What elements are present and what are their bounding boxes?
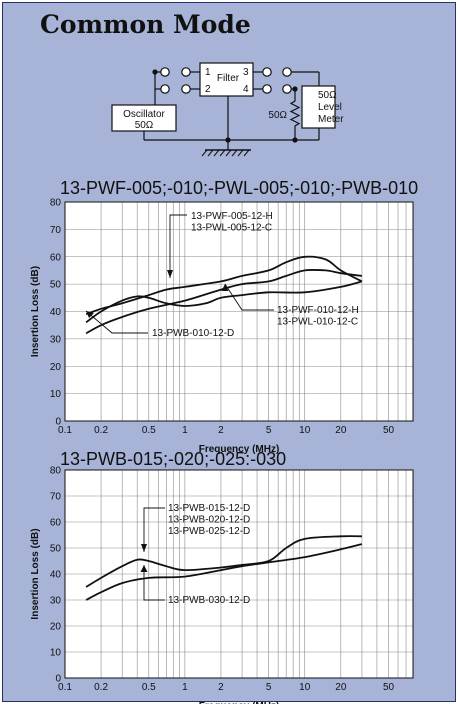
junction-dot	[292, 137, 298, 143]
filter-box	[199, 62, 254, 97]
resistor-label: 50Ω	[268, 110, 287, 121]
series-line-2	[85, 268, 363, 335]
y-tick-label: 30	[50, 334, 62, 345]
junction-dot	[292, 86, 298, 92]
x-axis-label: Frequency (MHz)	[199, 701, 280, 704]
x-tick-label: 1	[182, 425, 188, 436]
annotation-label: 13-PWB-030-12-D	[168, 595, 250, 606]
y-tick-label: 40	[50, 307, 62, 318]
pin-4-label: 4	[243, 84, 249, 95]
x-tick-label: 50	[383, 682, 395, 693]
x-tick-label: 0.5	[142, 425, 156, 436]
pin-1-label: 1	[205, 67, 211, 78]
y-tick-label: 60	[50, 252, 62, 263]
y-tick-label: 20	[50, 622, 62, 633]
annotation-label: 13-PWB-020-12-D	[168, 515, 250, 526]
pin-3-label: 3	[243, 67, 249, 78]
grid	[65, 202, 413, 421]
x-tick-label: 5	[266, 425, 272, 436]
oscillator-box	[111, 104, 177, 132]
arrowhead-icon	[141, 544, 147, 552]
x-tick-label: 0.1	[58, 682, 72, 693]
resistor-icon	[289, 94, 301, 140]
x-tick-label: 10	[299, 682, 311, 693]
x-tick-label: 1	[182, 682, 188, 693]
plot-frame	[64, 469, 414, 679]
x-tick-label: 5	[266, 682, 272, 693]
chart-2-title: 13-PWB-015;-020;-025:-030	[60, 449, 287, 469]
annotation-label: 13-PWB-015-12-D	[168, 503, 250, 514]
annotation-label: 13-PWL-010-12-C	[277, 317, 358, 328]
y-tick-label: 10	[50, 389, 62, 400]
y-tick-label: 20	[50, 362, 62, 373]
y-tick-label: 50	[50, 544, 62, 555]
oscillator-label: Oscillator	[123, 109, 165, 120]
y-tick-label: 80	[50, 198, 62, 209]
annotation-label: 13-PWF-010-12-H	[277, 305, 359, 316]
annotation-label: 13-PWB-025-12-D	[168, 526, 250, 537]
junction-dot	[152, 69, 158, 75]
y-tick-label: 80	[50, 466, 62, 477]
arrowhead-icon	[140, 565, 148, 572]
y-tick-label: 30	[50, 596, 62, 607]
annotation-label: 13-PWF-005-12-H	[191, 211, 273, 222]
y-tick-label: 70	[50, 492, 62, 503]
y-tick-label: 40	[50, 570, 62, 581]
y-tick-label: 70	[50, 225, 62, 236]
plot-frame	[64, 201, 414, 422]
meter-label-meter: Meter	[318, 114, 344, 125]
junction-dot	[225, 137, 231, 143]
page-title: Common Mode	[40, 10, 251, 39]
annotation-leader-line	[143, 565, 165, 601]
y-tick-label: 0	[55, 417, 61, 428]
y-tick-label: 0	[55, 674, 61, 685]
level-meter-box	[301, 85, 336, 129]
arrowhead-icon	[167, 270, 173, 278]
x-tick-label: 10	[299, 425, 311, 436]
y-axis-label: Insertion Loss (dB)	[30, 528, 41, 619]
annotation-label: 13-PWL-005-12-C	[191, 223, 272, 234]
arrowhead-icon	[221, 284, 229, 291]
grid	[65, 470, 413, 678]
series-line-1	[85, 255, 363, 316]
meter-label-level: Level	[318, 102, 342, 113]
y-tick-label: 50	[50, 280, 62, 291]
y-tick-label: 60	[50, 518, 62, 529]
series-line-1	[85, 535, 362, 588]
annotation-leader-line	[224, 283, 274, 311]
y-tick-label: 10	[50, 648, 62, 659]
x-tick-label: 20	[335, 425, 347, 436]
series-line-2	[85, 543, 363, 601]
x-tick-label: 0.2	[94, 682, 108, 693]
x-tick-label: 0.2	[94, 425, 108, 436]
oscillator-impedance: 50Ω	[135, 120, 154, 131]
x-axis-label: Frequency (MHz)	[199, 444, 280, 455]
x-tick-label: 2	[218, 425, 224, 436]
meter-impedance: 50Ω	[318, 90, 337, 101]
filter-label: Filter	[217, 73, 240, 84]
ground-symbol-icon	[201, 149, 250, 157]
annotation-leader-line	[85, 310, 148, 334]
series-line-3	[85, 280, 363, 324]
pin-2-label: 2	[205, 84, 211, 95]
annotation-leader-line	[169, 214, 187, 278]
x-tick-label: 2	[218, 682, 224, 693]
x-tick-label: 0.1	[58, 425, 72, 436]
annotation-label: 13-PWB-010-12-D	[152, 328, 234, 339]
y-axis-label: Insertion Loss (dB)	[30, 266, 41, 357]
x-tick-label: 0.5	[142, 682, 156, 693]
chart-1-title: 13-PWF-005;-010;-PWL-005;-010;-PWB-010	[60, 178, 419, 198]
x-tick-label: 50	[383, 425, 395, 436]
x-tick-label: 20	[335, 682, 347, 693]
arrowhead-icon	[86, 311, 94, 318]
annotation-leader-line	[143, 507, 165, 552]
